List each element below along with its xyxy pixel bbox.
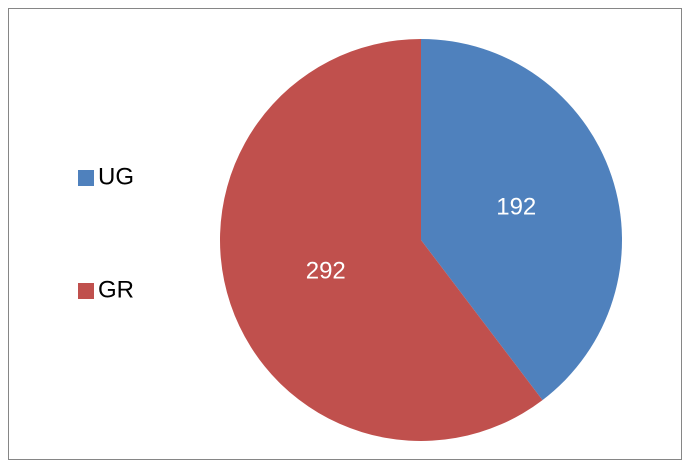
pie-slice [219, 39, 543, 441]
data-label: 192 [496, 193, 536, 220]
legend-swatch [78, 283, 94, 299]
legend-label: GR [98, 276, 134, 303]
pie-slice [421, 39, 622, 401]
data-label: 292 [306, 257, 346, 284]
legend-swatch [78, 170, 94, 186]
legend-label: UG [98, 163, 134, 190]
